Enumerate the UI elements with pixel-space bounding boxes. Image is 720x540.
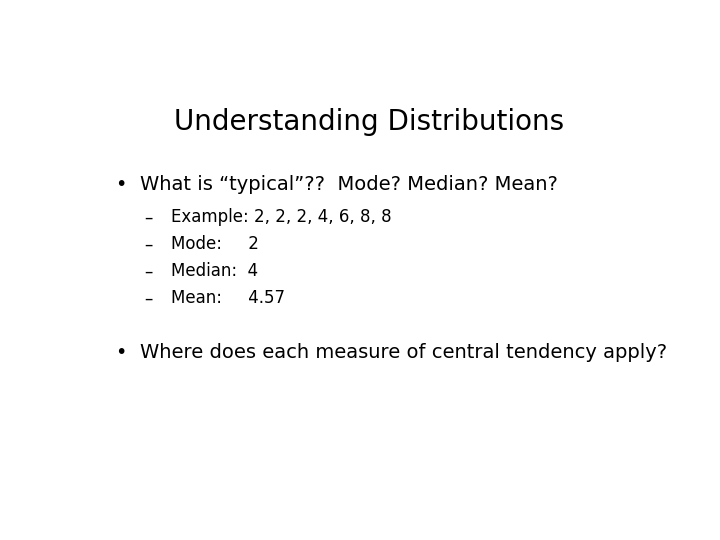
Text: •: • — [115, 343, 127, 362]
Text: –: – — [145, 289, 153, 307]
Text: Mode:     2: Mode: 2 — [171, 235, 258, 253]
Text: –: – — [145, 235, 153, 253]
Text: What is “typical”??  Mode? Median? Mean?: What is “typical”?? Mode? Median? Mean? — [140, 175, 558, 194]
Text: Example: 2, 2, 2, 4, 6, 8, 8: Example: 2, 2, 2, 4, 6, 8, 8 — [171, 208, 392, 226]
Text: –: – — [145, 208, 153, 226]
Text: Median:  4: Median: 4 — [171, 262, 258, 280]
Text: Mean:     4.57: Mean: 4.57 — [171, 289, 285, 307]
Text: –: – — [145, 262, 153, 280]
Text: •: • — [115, 175, 127, 194]
Text: Where does each measure of central tendency apply?: Where does each measure of central tende… — [140, 343, 667, 362]
Text: Understanding Distributions: Understanding Distributions — [174, 109, 564, 137]
